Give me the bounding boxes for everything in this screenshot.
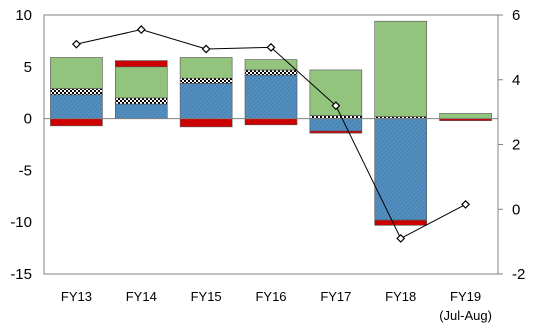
bar-fy15-series-3 [179, 57, 233, 79]
bar-fy15-series-1 [179, 83, 233, 119]
category-labels: FY13 FY14 FY15 FY16 FY17 FY18 FY19 (Jul-Aug) [61, 289, 492, 323]
line-point-fy14 [136, 25, 146, 35]
bar-fy18-series-1 [374, 118, 428, 221]
line-point-fy16 [266, 42, 276, 52]
line-point-fy17 [331, 101, 341, 111]
category-label: FY14 [126, 289, 157, 304]
left-tick-label: -15 [10, 266, 32, 283]
right-tick-label: 2 [512, 137, 520, 154]
bar-fy16-series-1 [244, 74, 298, 119]
bar-fy14-series-2 [114, 97, 168, 105]
bar-fy16-series-2 [244, 69, 298, 76]
bar-fy13-series-4 [50, 118, 103, 127]
bar-fy19-series-3 [439, 113, 492, 119]
bar-fy17-series-4 [309, 130, 363, 134]
bar-fy14-series-4 [114, 60, 168, 68]
left-tick-label: -10 [10, 214, 32, 231]
right-tick-label: 0 [512, 201, 520, 218]
left-axis-ticks: 10 5 0 -5 -10 -15 [10, 7, 32, 283]
bar-fy13-series-2 [50, 88, 103, 96]
line-point-fy13 [71, 39, 81, 49]
bar-fy15-series-2 [179, 77, 233, 84]
bar-fy15-series-4 [179, 118, 233, 128]
category-label: FY13 [61, 289, 92, 304]
right-axis-ticks: 6 4 2 0 -2 [498, 7, 525, 283]
bar-fy18-series-4 [374, 219, 428, 226]
right-tick-label: 6 [512, 7, 520, 24]
category-label: FY18 [385, 289, 416, 304]
left-tick-label: 5 [24, 59, 32, 76]
bars-group [50, 20, 492, 226]
line-point-fy19 [461, 199, 471, 209]
category-label: FY17 [320, 289, 351, 304]
bar-fy14-series-1 [114, 103, 168, 119]
left-tick-label: 0 [24, 111, 32, 128]
left-tick-label: -5 [19, 162, 32, 179]
category-label: FY19 [450, 289, 481, 304]
category-label: FY16 [255, 289, 286, 304]
left-tick-label: 10 [15, 7, 32, 24]
right-tick-label: 4 [512, 72, 520, 89]
bar-fy14-series-3 [114, 66, 168, 99]
bar-fy17-series-1 [309, 118, 363, 132]
line-point-fy18 [396, 233, 406, 243]
bar-fy16-series-3 [244, 59, 298, 71]
line-point-fy15 [201, 44, 211, 54]
plot-area [43, 14, 499, 275]
category-label: FY15 [191, 289, 222, 304]
right-tick-label: -2 [512, 266, 525, 283]
bar-fy13-series-1 [50, 94, 103, 119]
category-sublabel: (Jul-Aug) [439, 308, 492, 323]
line-series-group [71, 25, 471, 243]
bar-fy16-series-4 [244, 118, 298, 126]
bar-fy13-series-3 [50, 57, 103, 89]
bar-fy18-series-3 [374, 20, 428, 117]
